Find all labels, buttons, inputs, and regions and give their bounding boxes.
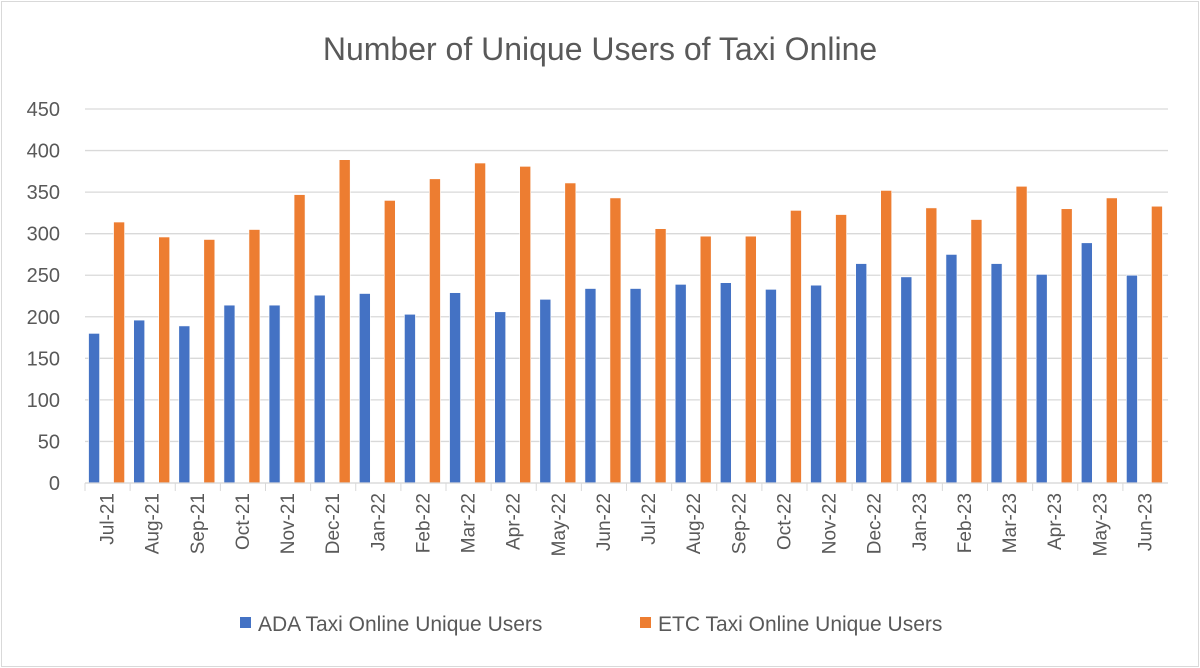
bar-etc xyxy=(384,200,396,484)
legend-label: ETC Taxi Online Unique Users xyxy=(658,613,942,636)
y-tick-label: 100 xyxy=(27,390,60,412)
bar-etc xyxy=(293,194,306,484)
x-tick-label: Sep-21 xyxy=(188,493,209,554)
bar-etc xyxy=(203,239,216,484)
y-tick-label: 400 xyxy=(27,141,60,163)
x-tick-label: Apr-22 xyxy=(504,493,525,550)
y-tick-label: 300 xyxy=(27,224,60,246)
bar-etc xyxy=(248,229,261,484)
bar-ada xyxy=(359,293,371,484)
bar-ada xyxy=(223,304,236,484)
x-tick-label: Jan-22 xyxy=(368,493,389,551)
bar-etc xyxy=(1151,205,1163,484)
x-tick-label: Sep-22 xyxy=(729,493,750,554)
bar-ada xyxy=(1081,242,1093,484)
y-tick-label: 150 xyxy=(27,348,60,370)
bar-ada xyxy=(268,304,281,484)
bar-etc xyxy=(1060,208,1073,484)
bar-ada xyxy=(810,284,822,484)
bar-etc xyxy=(609,197,622,484)
x-tick-label: May-23 xyxy=(1090,493,1111,556)
bar-ada xyxy=(990,263,1003,484)
bar-ada xyxy=(494,311,506,484)
bar-ada xyxy=(855,263,867,484)
x-tick-label: Dec-22 xyxy=(865,493,886,554)
bar-ada xyxy=(313,294,326,484)
bar-etc xyxy=(1106,197,1118,484)
x-tick-label: Jun-22 xyxy=(594,493,615,551)
bar-etc xyxy=(564,182,577,484)
x-tick-label: Feb-22 xyxy=(413,493,434,553)
x-tick-label: Mar-22 xyxy=(459,493,480,553)
bar-ada xyxy=(674,284,687,484)
bar-etc xyxy=(790,210,802,484)
bar-etc xyxy=(474,162,486,484)
x-tick-label: Nov-21 xyxy=(278,493,299,554)
bar-ada xyxy=(88,333,100,484)
bar-etc xyxy=(429,178,441,484)
bar-etc xyxy=(158,236,170,484)
x-tick-label: Nov-22 xyxy=(820,493,841,554)
x-tick-label: Oct-22 xyxy=(774,493,795,550)
bar-ada xyxy=(539,299,552,484)
bar-ada xyxy=(720,282,732,484)
bar-etc xyxy=(699,235,712,484)
bar-ada xyxy=(133,319,145,484)
bar-etc xyxy=(925,207,938,484)
bar-etc xyxy=(338,159,351,484)
bar-ada xyxy=(178,325,191,484)
legend-swatch xyxy=(240,617,251,628)
bar-ada xyxy=(629,288,642,484)
x-tick-label: Jun-23 xyxy=(1135,493,1156,551)
bar-ada xyxy=(584,288,597,484)
x-tick-label: Jan-23 xyxy=(910,493,931,551)
x-tick-label: Apr-23 xyxy=(1045,493,1066,550)
y-tick-label: 450 xyxy=(27,99,60,121)
bar-etc xyxy=(1015,185,1028,484)
bar-etc xyxy=(745,235,757,484)
y-tick-label: 200 xyxy=(27,307,60,329)
bar-etc xyxy=(880,190,892,484)
x-tick-label: Jul-22 xyxy=(639,493,660,545)
bar-ada xyxy=(1126,274,1138,484)
legend-label: ADA Taxi Online Unique Users xyxy=(258,613,542,636)
x-tick-label: May-22 xyxy=(549,493,570,556)
y-tick-label: 0 xyxy=(49,473,60,495)
bar-etc xyxy=(113,221,125,484)
x-tick-label: Aug-22 xyxy=(684,493,705,554)
bar-ada xyxy=(765,289,777,484)
y-tick-label: 50 xyxy=(38,431,60,453)
bar-ada xyxy=(404,313,416,484)
bar-etc xyxy=(654,228,667,484)
x-tick-label: Oct-21 xyxy=(233,493,254,550)
bar-etc xyxy=(519,166,531,484)
x-tick-label: Jul-21 xyxy=(98,493,119,545)
legend-swatch xyxy=(640,617,651,628)
x-tick-label: Feb-23 xyxy=(955,493,976,553)
bar-etc xyxy=(835,214,847,484)
chart-title: Number of Unique Users of Taxi Online xyxy=(323,31,877,67)
bar-ada xyxy=(449,292,461,484)
y-tick-label: 350 xyxy=(27,182,60,204)
x-tick-label: Aug-21 xyxy=(143,493,164,554)
x-tick-label: Dec-21 xyxy=(323,493,344,554)
x-tick-label: Mar-23 xyxy=(1000,493,1021,553)
bar-ada xyxy=(1035,274,1048,484)
bar-etc xyxy=(970,219,983,484)
bar-ada xyxy=(900,276,913,484)
y-tick-label: 250 xyxy=(27,265,60,287)
bar-ada xyxy=(945,254,958,484)
